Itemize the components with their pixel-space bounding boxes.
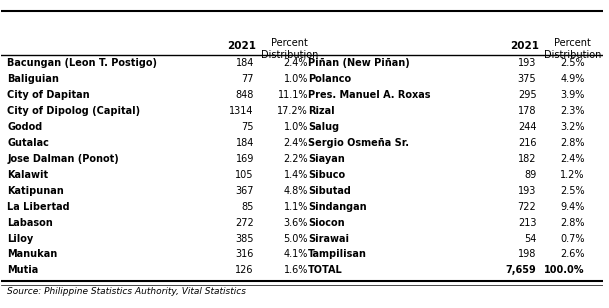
Text: City of Dipolog (Capital): City of Dipolog (Capital) [7,106,141,116]
Text: Mutia: Mutia [7,265,38,275]
Text: Rizal: Rizal [308,106,334,116]
Text: 178: 178 [518,106,537,116]
Text: Gutalac: Gutalac [7,138,49,148]
Text: Tampilisan: Tampilisan [308,249,367,259]
Text: Labason: Labason [7,218,53,228]
Text: Pres. Manuel A. Roxas: Pres. Manuel A. Roxas [308,90,431,100]
Text: 193: 193 [518,59,537,68]
Text: 126: 126 [235,265,254,275]
Text: 2.3%: 2.3% [560,106,585,116]
Text: 100.0%: 100.0% [544,265,585,275]
Text: 198: 198 [518,249,537,259]
Text: 9.4%: 9.4% [560,202,585,212]
Text: Polanco: Polanco [308,74,351,84]
Text: 385: 385 [235,233,254,244]
Text: La Libertad: La Libertad [7,202,70,212]
Text: 193: 193 [518,186,537,196]
Text: 5.0%: 5.0% [283,233,308,244]
Text: 105: 105 [235,170,254,180]
Text: Salug: Salug [308,122,339,132]
Text: Manukan: Manukan [7,249,58,259]
Text: Sergio Osmeña Sr.: Sergio Osmeña Sr. [308,138,409,148]
Text: 244: 244 [518,122,537,132]
Text: 272: 272 [235,218,254,228]
Text: Bacungan (Leon T. Postigo): Bacungan (Leon T. Postigo) [7,59,157,68]
Text: 7,659: 7,659 [505,265,537,275]
Text: Godod: Godod [7,122,43,132]
Text: 4.8%: 4.8% [284,186,308,196]
Text: 17.2%: 17.2% [277,106,308,116]
Text: 3.6%: 3.6% [284,218,308,228]
Text: TOTAL: TOTAL [308,265,343,275]
Text: 11.1%: 11.1% [278,90,308,100]
Text: Baliguian: Baliguian [7,74,59,84]
Text: Siocon: Siocon [308,218,345,228]
Text: 1.0%: 1.0% [284,74,308,84]
Text: 77: 77 [241,74,254,84]
Text: 2.6%: 2.6% [560,249,585,259]
Text: 182: 182 [518,154,537,164]
Text: Source: Philippine Statistics Authority, Vital Statistics: Source: Philippine Statistics Authority,… [7,287,247,296]
Text: 2.5%: 2.5% [560,186,585,196]
Text: 0.7%: 0.7% [560,233,585,244]
Text: 1.6%: 1.6% [284,265,308,275]
Text: 722: 722 [518,202,537,212]
Text: Percent
Distribution: Percent Distribution [261,38,319,60]
Text: Katipunan: Katipunan [7,186,64,196]
Text: 89: 89 [524,170,537,180]
Text: 184: 184 [236,138,254,148]
Text: 2.2%: 2.2% [283,154,308,164]
Text: 1.2%: 1.2% [560,170,585,180]
Text: Jose Dalman (Ponot): Jose Dalman (Ponot) [7,154,119,164]
Text: 1.0%: 1.0% [284,122,308,132]
Text: 213: 213 [518,218,537,228]
Text: 4.1%: 4.1% [284,249,308,259]
Text: 85: 85 [242,202,254,212]
Text: 2.4%: 2.4% [283,138,308,148]
Text: 3.2%: 3.2% [560,122,585,132]
Text: Sirawai: Sirawai [308,233,349,244]
Text: 2.8%: 2.8% [560,218,585,228]
Text: 1314: 1314 [230,106,254,116]
Text: 367: 367 [235,186,254,196]
Text: Piñan (New Piñan): Piñan (New Piñan) [308,59,410,68]
Text: Liloy: Liloy [7,233,33,244]
Text: 216: 216 [518,138,537,148]
Text: City of Dapitan: City of Dapitan [7,90,90,100]
Text: 375: 375 [518,74,537,84]
Text: Siayan: Siayan [308,154,345,164]
Text: Sibuco: Sibuco [308,170,345,180]
Text: 2.4%: 2.4% [560,154,585,164]
Text: 2.8%: 2.8% [560,138,585,148]
Text: 848: 848 [236,90,254,100]
Text: Kalawit: Kalawit [7,170,49,180]
Text: 184: 184 [236,59,254,68]
Text: 2.5%: 2.5% [560,59,585,68]
Text: 1.4%: 1.4% [284,170,308,180]
Text: Sindangan: Sindangan [308,202,367,212]
Text: 2021: 2021 [510,41,539,51]
Text: 295: 295 [518,90,537,100]
Text: 316: 316 [236,249,254,259]
Text: 2021: 2021 [227,41,256,51]
Text: Sibutad: Sibutad [308,186,351,196]
Text: 2.4%: 2.4% [283,59,308,68]
Text: 54: 54 [524,233,537,244]
Text: 1.1%: 1.1% [284,202,308,212]
Text: 75: 75 [241,122,254,132]
Text: 3.9%: 3.9% [560,90,585,100]
Text: 4.9%: 4.9% [560,74,585,84]
Text: Percent
Distribution: Percent Distribution [544,38,601,60]
Text: 169: 169 [236,154,254,164]
